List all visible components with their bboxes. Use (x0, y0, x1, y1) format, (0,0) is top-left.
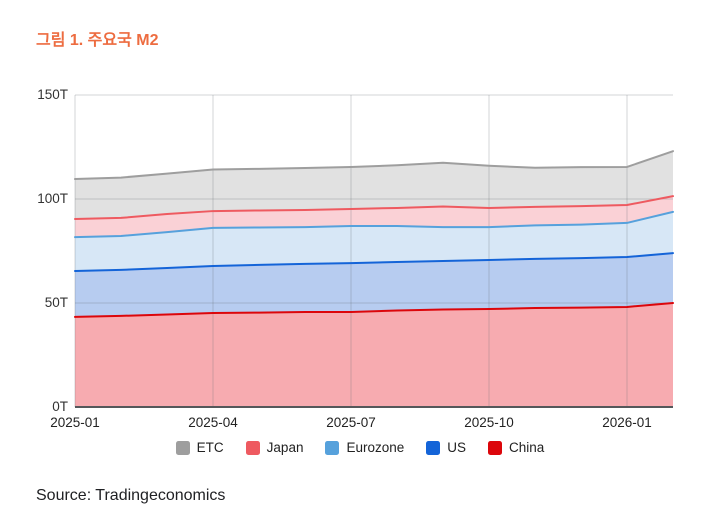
series-line-us (74, 252, 674, 272)
area-band-us (75, 253, 673, 317)
legend-label: Japan (266, 440, 304, 455)
x-axis-tick-label: 2025-01 (50, 415, 100, 430)
source-caption: Source: Tradingeconomics (36, 487, 226, 504)
legend-swatch-china-icon (488, 440, 503, 455)
legend-label: Eurozone (346, 440, 405, 455)
legend-label: China (509, 440, 545, 455)
y-axis-tick-label: 100T (37, 191, 68, 206)
chart-legend: ETC Japan Eurozone US China (0, 440, 720, 455)
x-axis-tick-label: 2025-07 (326, 415, 376, 430)
legend-item-japan[interactable]: Japan (245, 440, 304, 455)
legend-swatch-eurozone-icon (325, 440, 340, 455)
legend-swatch-us-icon (426, 440, 441, 455)
series-line-etc (74, 150, 674, 181)
legend-item-eurozone[interactable]: Eurozone (325, 440, 404, 455)
legend-item-china[interactable]: China (488, 440, 544, 455)
series-line-japan (74, 195, 674, 220)
legend-swatch-japan-icon (245, 440, 260, 455)
x-axis-tick-label: 2025-04 (188, 415, 238, 430)
legend-label: US (447, 440, 467, 455)
y-axis-tick-label: 0T (52, 399, 68, 414)
area-band-china (75, 303, 673, 407)
m2-stacked-area-chart: 0T 50T 100T 150T 2025-01 2025-04 2025-07 2025-… (0, 87, 720, 455)
legend-label: ETC (196, 440, 224, 455)
x-axis-tick-label: 2025-10 (464, 415, 514, 430)
y-axis-tick-label: 150T (37, 87, 68, 102)
legend-swatch-etc-icon (175, 440, 190, 455)
legend-item-etc[interactable]: ETC (175, 440, 224, 455)
legend-item-us[interactable]: US (426, 440, 466, 455)
series-line-eurozone (74, 210, 674, 239)
series-line-china (74, 302, 674, 318)
figure-title: 그림 1. 주요국 M2 (36, 32, 159, 49)
y-axis-tick-label: 50T (44, 295, 68, 310)
chart-canvas (74, 94, 674, 408)
x-axis-tick-label: 2026-01 (602, 415, 652, 430)
